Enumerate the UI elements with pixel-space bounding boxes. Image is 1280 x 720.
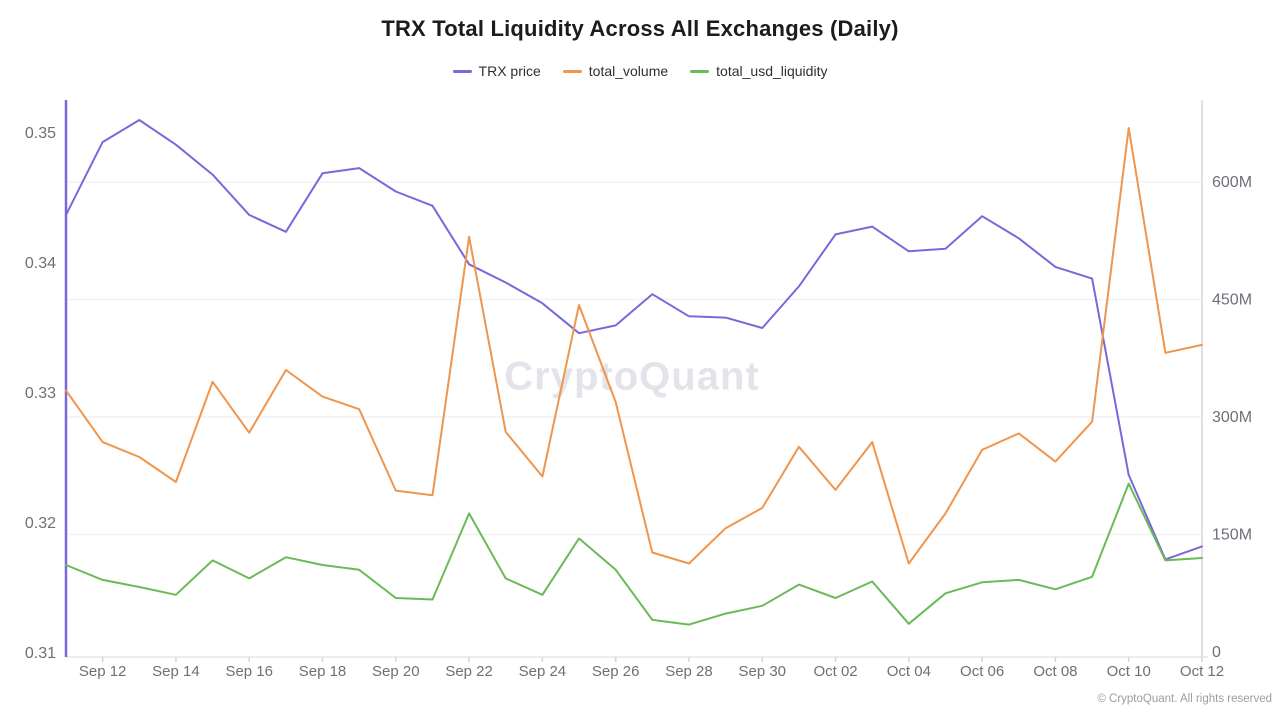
x-axis-label: Sep 26	[592, 663, 640, 680]
x-axis-label: Oct 06	[960, 663, 1004, 680]
right-axis-label: 0	[1212, 644, 1221, 661]
x-axis-label: Oct 12	[1180, 663, 1224, 680]
chart-legend: TRX price total_volume total_usd_liquidi…	[0, 63, 1280, 79]
legend-item-trx-price[interactable]: TRX price	[452, 63, 541, 79]
right-axis-label: 600M	[1212, 174, 1252, 191]
right-axis-label: 150M	[1212, 527, 1252, 544]
x-axis-label: Sep 28	[665, 663, 713, 680]
series-total-volume-line	[65, 127, 1203, 565]
legend-label: TRX price	[478, 63, 541, 79]
legend-line-marker-icon	[690, 69, 710, 73]
series-trx-price-line	[65, 119, 1203, 561]
x-axis-label: Oct 04	[887, 663, 931, 680]
x-axis-label: Oct 02	[813, 663, 857, 680]
legend-label: total_usd_liquidity	[716, 63, 828, 79]
left-axis-label: 0.33	[25, 385, 56, 402]
legend-item-total-usd-liquidity[interactable]: total_usd_liquidity	[690, 63, 827, 79]
legend-label: total_volume	[588, 63, 669, 79]
legend-line-marker-icon	[452, 69, 472, 73]
x-axis-label: Sep 30	[738, 663, 786, 680]
x-axis-label: Oct 10	[1107, 663, 1151, 680]
left-axis-label: 0.34	[25, 255, 56, 272]
plot-area[interactable]	[66, 100, 1202, 657]
x-axis-label: Oct 08	[1033, 663, 1077, 680]
copyright-notice: © CryptoQuant. All rights reserved	[1097, 693, 1272, 705]
cryptoquant-watermark: CryptoQuant	[504, 355, 759, 400]
right-axis-label: 300M	[1212, 409, 1252, 426]
left-axis-label: 0.35	[25, 125, 56, 142]
x-axis-label: Sep 22	[445, 663, 493, 680]
legend-item-total-volume[interactable]: total_volume	[562, 63, 669, 79]
x-axis-label: Sep 12	[79, 663, 127, 680]
chart-title: TRX Total Liquidity Across All Exchanges…	[381, 16, 899, 41]
series-total-usd-liquidity-line	[65, 482, 1203, 626]
x-axis-label: Sep 24	[519, 663, 567, 680]
left-axis-label: 0.32	[25, 515, 56, 532]
right-axis-label: 450M	[1212, 292, 1252, 309]
x-axis-label: Sep 16	[225, 663, 273, 680]
x-axis-label: Sep 20	[372, 663, 420, 680]
left-axis-label: 0.31	[25, 645, 56, 662]
legend-line-marker-icon	[562, 69, 582, 73]
x-axis-label: Sep 18	[299, 663, 347, 680]
x-axis-label: Sep 14	[152, 663, 200, 680]
